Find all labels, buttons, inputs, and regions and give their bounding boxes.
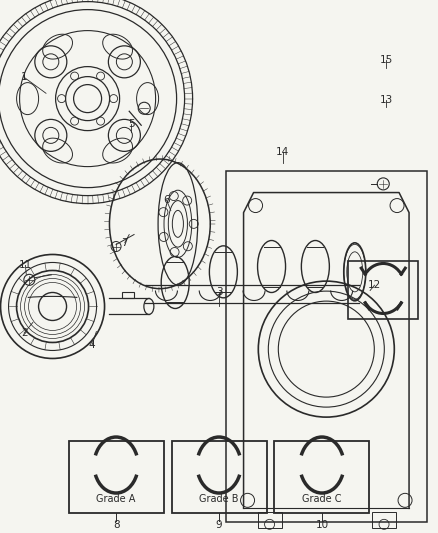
Text: 10: 10 <box>315 520 328 530</box>
Text: 11: 11 <box>19 261 32 270</box>
Text: Grade C: Grade C <box>302 494 342 504</box>
Text: 15: 15 <box>380 55 393 64</box>
Bar <box>258 512 282 528</box>
Text: 6: 6 <box>163 195 170 205</box>
Text: 12: 12 <box>368 280 381 290</box>
Text: 9: 9 <box>215 520 223 530</box>
Text: 14: 14 <box>276 147 289 157</box>
Text: 2: 2 <box>21 328 28 338</box>
Bar <box>372 512 396 528</box>
Text: 1: 1 <box>21 72 28 82</box>
Bar <box>69 441 163 513</box>
Text: Grade A: Grade A <box>96 494 136 504</box>
Text: 7: 7 <box>121 238 128 247</box>
Text: Grade B: Grade B <box>199 494 239 504</box>
Text: 5: 5 <box>128 119 135 128</box>
Text: 4: 4 <box>88 341 95 350</box>
Text: 8: 8 <box>113 520 120 530</box>
Bar <box>275 441 369 513</box>
Bar <box>226 171 427 522</box>
Bar <box>122 293 134 298</box>
Bar <box>172 441 266 513</box>
Text: 3: 3 <box>215 287 223 297</box>
Bar <box>348 262 418 319</box>
Text: 13: 13 <box>380 95 393 105</box>
